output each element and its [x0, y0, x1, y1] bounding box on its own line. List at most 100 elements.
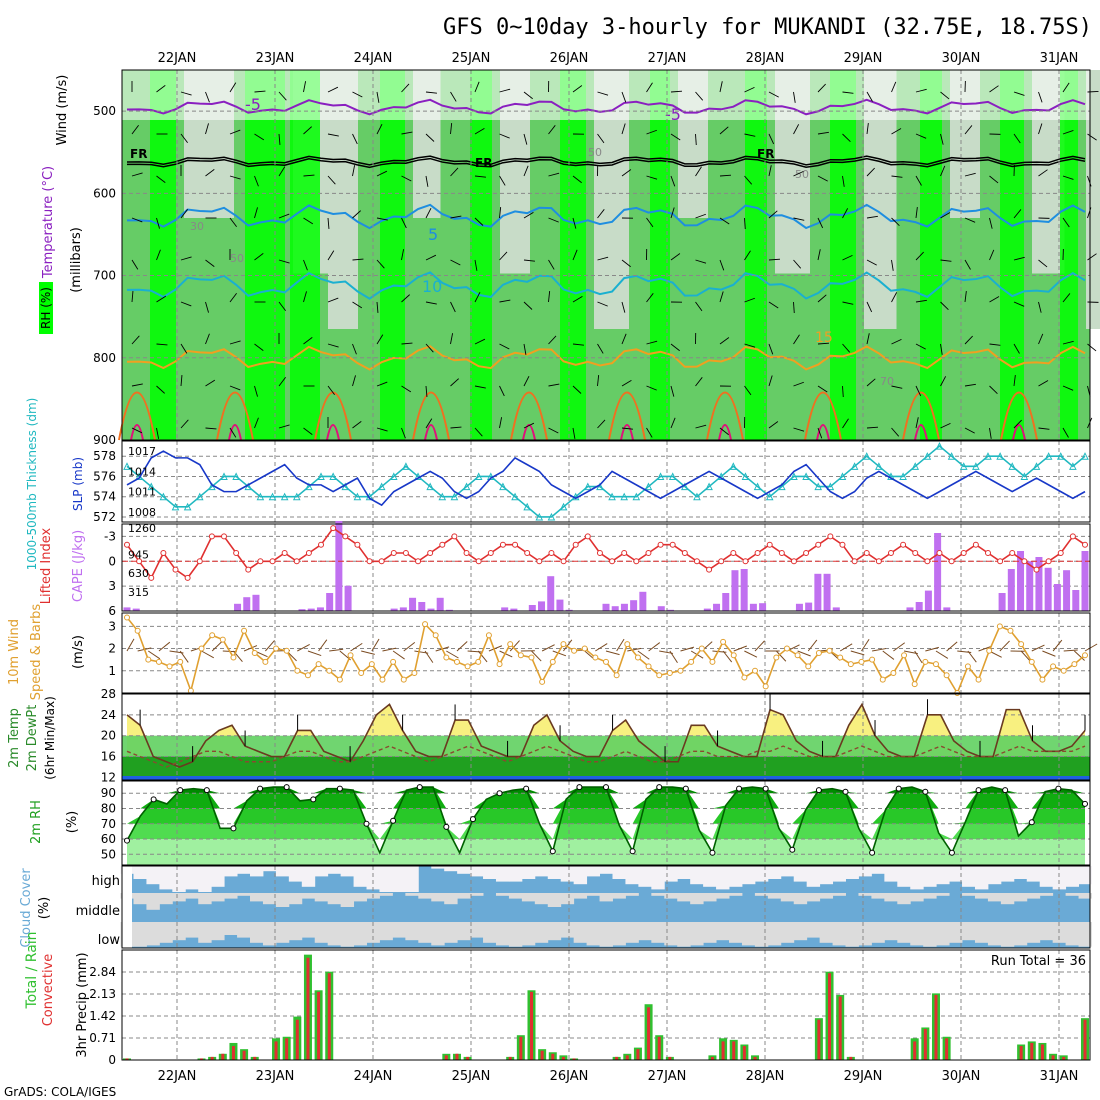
- cloud-low-bar: [470, 922, 484, 938]
- wind-barb: [229, 292, 237, 303]
- wind-barb: [376, 170, 388, 177]
- cloud-middle-bar: [288, 893, 303, 905]
- thickness-series-point: [826, 482, 835, 491]
- cloud-low-bar: [301, 922, 316, 938]
- thickness-series-point: [814, 482, 823, 491]
- cloud-low-bar: [146, 922, 160, 946]
- lifted-index-series-point: [972, 541, 979, 548]
- wind10-speed-series-point: [368, 661, 375, 668]
- wind-barb: [768, 421, 779, 429]
- rh2m-point: [283, 784, 290, 791]
- wind-barb: [719, 427, 729, 436]
- cloud-low-bar: [664, 922, 678, 946]
- cloud-middle-bar: [301, 893, 316, 899]
- wind10-speed-series-point: [677, 667, 684, 674]
- cape-bar: [307, 608, 315, 611]
- date-label-bottom: 26JAN: [550, 1069, 589, 1084]
- cloud-low-bar: [483, 922, 497, 943]
- rh-label-30: 30: [190, 220, 204, 233]
- cloud-high-bar: [664, 866, 678, 882]
- thickness-series-point: [1044, 452, 1053, 460]
- cloud-high-bar: [301, 866, 316, 887]
- wind-barb: [597, 343, 604, 354]
- cape-bar: [390, 608, 398, 611]
- lifted-index-series-point: [730, 550, 737, 556]
- wind-barb: [695, 424, 707, 429]
- temp2m-frame: [121, 693, 1091, 781]
- lifted-index-series-point: [560, 558, 567, 565]
- temp-contour-20: [216, 391, 254, 441]
- cloud-high-bar: [379, 866, 393, 892]
- wind-barb: [131, 217, 143, 223]
- cloud-low-bar: [353, 922, 367, 946]
- wind-barb: [695, 377, 703, 387]
- cape-tick-label: 315: [128, 586, 149, 599]
- precip-convective-bar: [934, 994, 938, 1060]
- cloud-high-bar: [275, 866, 290, 877]
- temp-contour-25: [522, 424, 536, 441]
- wind10-barb: [318, 639, 328, 652]
- rh2m-point: [789, 846, 796, 853]
- wind-barb: [474, 81, 480, 93]
- cloud-low-bar: [586, 922, 601, 946]
- cape-bar: [556, 599, 564, 611]
- cloud-low-bar: [392, 922, 406, 938]
- lifted-index-series-point: [451, 533, 458, 540]
- cloud-middle-bar: [690, 893, 704, 905]
- cape-bar: [547, 576, 555, 611]
- wind10-speed-series-point: [209, 632, 216, 639]
- lifted-index-series-point: [439, 541, 446, 548]
- wind10-speed-series-point: [1028, 658, 1035, 665]
- thickness-series-point: [268, 492, 277, 501]
- wind10-speed-series-point: [815, 650, 822, 656]
- wind10-speed-series-point: [294, 667, 301, 674]
- cloud-high-bar: [314, 866, 329, 877]
- wind-barb: [793, 334, 800, 345]
- rh-band-moist: [920, 70, 942, 440]
- wind-barb: [621, 301, 626, 313]
- cloud-high-bar: [612, 866, 626, 879]
- cloud-middle-bar: [729, 893, 743, 896]
- cloud-low-bar: [1000, 922, 1015, 947]
- cloud-middle-bar: [586, 893, 601, 896]
- cape-bar: [123, 607, 131, 611]
- cloud-high-bar: [1026, 866, 1041, 882]
- date-label-top: 24JAN: [354, 51, 393, 66]
- precip-convective-bar: [253, 1056, 257, 1060]
- cloud-high-bar: [884, 866, 898, 882]
- wind-barb: [1013, 375, 1016, 387]
- cloud-high-bar: [910, 866, 924, 890]
- wind-barb: [915, 385, 922, 397]
- wind-barb: [254, 207, 258, 219]
- lifted-index-series-point: [475, 558, 482, 565]
- rh-band-moist: [1060, 70, 1078, 440]
- cloud-middle-bar: [418, 893, 432, 899]
- wind-barb: [940, 301, 949, 310]
- wind-barb: [744, 175, 753, 185]
- wind10-speed-series-point: [624, 641, 631, 648]
- thickness-series-point: [741, 472, 750, 480]
- thickness-series-point: [171, 502, 180, 511]
- rh2m-point: [629, 848, 636, 855]
- wind-barb: [180, 419, 189, 429]
- lifted-index-series-point: [257, 558, 264, 565]
- thickness-series-point: [305, 482, 313, 491]
- thickness-series-point: [668, 472, 677, 480]
- wind10-frame: [121, 612, 1091, 694]
- lifted-index-series-point: [536, 558, 543, 565]
- thickness-series-point: [232, 472, 240, 480]
- wind-barb: [572, 217, 577, 229]
- lifted-index-series-point: [706, 566, 713, 573]
- rh-band-moist: [560, 70, 586, 440]
- cloud-middle-bar: [314, 893, 329, 902]
- cloud-high-bar: [703, 866, 717, 887]
- cloud-low-bar: [780, 922, 795, 943]
- thickness-series-point: [559, 502, 568, 511]
- wind-barb: [940, 133, 944, 145]
- cloud-middle-bar: [767, 893, 782, 899]
- cloud-middle-bar: [664, 893, 678, 899]
- temp-contour-20: [412, 391, 450, 441]
- thickness-series-point: [608, 492, 616, 501]
- wind-barb: [474, 338, 486, 345]
- upper-air-frame: [121, 69, 1091, 441]
